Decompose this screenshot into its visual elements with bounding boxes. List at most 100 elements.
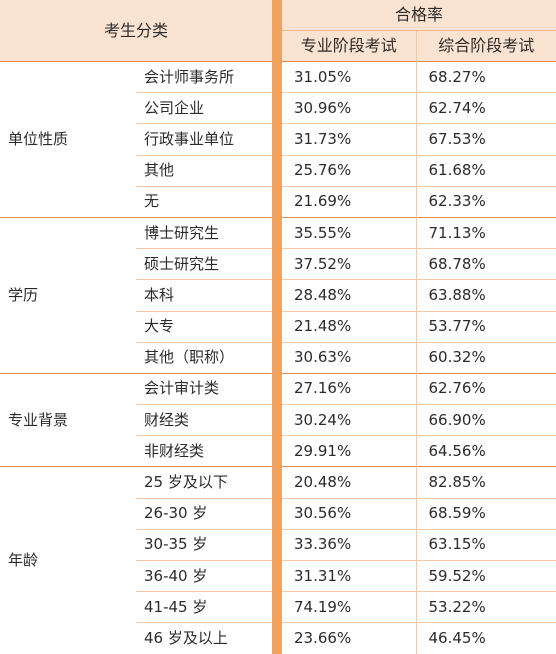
table-row: 无 21.69% 62.33% [0, 185, 556, 218]
professional-rate: 28.48% [282, 279, 417, 311]
comprehensive-rate: 62.33% [415, 185, 556, 218]
comprehensive-rate: 62.76% [415, 372, 556, 405]
professional-rate: 37.52% [282, 248, 417, 280]
professional-rate: 74.19% [282, 591, 417, 623]
column-divider [272, 435, 283, 467]
professional-rate: 29.91% [282, 435, 417, 467]
column-divider [272, 342, 283, 374]
professional-rate: 20.48% [282, 466, 417, 499]
group-label: 专业背景 [0, 372, 136, 467]
comprehensive-rate: 68.27% [415, 60, 556, 93]
table-row: 专业背景 会计审计类 27.16% 62.76% [0, 372, 556, 467]
table-row: 年龄 25 岁及以下 20.48% 82.85% [0, 466, 556, 654]
professional-rate: 25.76% [282, 154, 417, 187]
table-row: 单位性质 会计师事务所 31.05% 68.27% [0, 60, 556, 218]
table-row: 非财经类 29.91% 64.56% [0, 435, 556, 467]
column-divider [272, 279, 283, 311]
row-label: 46 岁及以上 [136, 622, 273, 654]
column-divider [272, 155, 283, 187]
professional-rate: 30.24% [282, 404, 417, 436]
row-label: 25 岁及以下 [136, 466, 273, 499]
row-label: 大专 [136, 310, 273, 343]
comprehensive-rate: 60.32% [415, 341, 556, 374]
professional-rate: 31.73% [282, 123, 417, 156]
table-row: 财经类 30.24% 66.90% [0, 404, 556, 436]
comprehensive-rate: 67.53% [415, 123, 556, 156]
row-label: 硕士研究生 [136, 248, 273, 280]
table-row: 本科 28.48% 63.88% [0, 279, 556, 311]
row-label: 41-45 岁 [136, 591, 273, 623]
column-divider [272, 248, 283, 280]
comprehensive-rate: 68.78% [415, 248, 556, 280]
row-label: 26-30 岁 [136, 497, 273, 530]
table-row: 26-30 岁 30.56% 68.59% [0, 497, 556, 530]
professional-rate: 30.56% [282, 497, 417, 530]
professional-rate: 23.66% [282, 622, 417, 654]
comprehensive-rate: 63.88% [415, 279, 556, 311]
row-label: 其他 [136, 154, 273, 187]
comprehensive-rate: 53.77% [415, 310, 556, 343]
group-label: 单位性质 [0, 61, 136, 218]
row-label: 会计师事务所 [136, 60, 273, 93]
table-row: 公司企业 30.96% 62.74% [0, 92, 556, 124]
row-label: 行政事业单位 [136, 123, 273, 156]
column-divider [272, 311, 283, 343]
table-row: 大专 21.48% 53.77% [0, 310, 556, 343]
row-label: 财经类 [136, 404, 273, 436]
comprehensive-rate: 61.68% [415, 154, 556, 187]
professional-rate: 30.63% [282, 341, 417, 374]
comprehensive-rate: 62.74% [415, 92, 556, 124]
table-row: 学历 博士研究生 35.55% 71.13% [0, 216, 556, 374]
comprehensive-rate: 68.59% [415, 497, 556, 530]
comprehensive-rate: 63.15% [415, 528, 556, 561]
professional-rate: 30.96% [282, 92, 417, 124]
comprehensive-rate: 64.56% [415, 435, 556, 467]
row-label: 公司企业 [136, 92, 273, 124]
column-divider [272, 123, 283, 156]
column-divider [272, 373, 283, 405]
table-row: 30-35 岁 33.36% 63.15% [0, 528, 556, 561]
professional-rate: 35.55% [282, 216, 417, 249]
column-divider [272, 404, 283, 436]
group-label: 年龄 [0, 466, 136, 654]
professional-rate: 33.36% [282, 528, 417, 561]
row-label: 本科 [136, 279, 273, 311]
row-label: 博士研究生 [136, 216, 273, 249]
column-divider [272, 622, 283, 654]
comprehensive-rate: 71.13% [415, 216, 556, 249]
row-label: 其他（职称） [136, 341, 273, 374]
column-divider [272, 529, 283, 561]
table-row: 其他 25.76% 61.68% [0, 154, 556, 187]
comprehensive-rate: 53.22% [415, 591, 556, 623]
professional-rate: 21.69% [282, 185, 417, 218]
row-label: 36-40 岁 [136, 559, 273, 592]
row-label: 会计审计类 [136, 372, 273, 405]
comprehensive-rate: 66.90% [415, 404, 556, 436]
row-label: 非财经类 [136, 435, 273, 467]
comprehensive-rate: 82.85% [415, 466, 556, 499]
table-row: 36-40 岁 31.31% 59.52% [0, 559, 556, 592]
table-row: 41-45 岁 74.19% 53.22% [0, 591, 556, 623]
column-divider [272, 92, 283, 124]
header-pass-rate: 合格率 [282, 0, 556, 31]
column-divider [272, 591, 283, 623]
row-label: 无 [136, 185, 273, 218]
table-row: 其他（职称） 30.63% 60.32% [0, 341, 556, 374]
column-divider [272, 217, 283, 249]
professional-rate: 21.48% [282, 310, 417, 343]
professional-rate: 27.16% [282, 372, 417, 405]
column-divider [272, 466, 283, 499]
table-row: 行政事业单位 31.73% 67.53% [0, 123, 556, 156]
column-divider [272, 61, 283, 93]
row-label: 30-35 岁 [136, 528, 273, 561]
comprehensive-rate: 59.52% [415, 559, 556, 592]
header-professional: 专业阶段考试 [282, 30, 417, 62]
professional-rate: 31.31% [282, 559, 417, 592]
column-divider [272, 498, 283, 530]
group-label: 学历 [0, 216, 136, 374]
column-divider [272, 186, 283, 218]
header-category: 考生分类 [0, 0, 273, 62]
column-divider [272, 560, 283, 592]
professional-rate: 31.05% [282, 60, 417, 93]
